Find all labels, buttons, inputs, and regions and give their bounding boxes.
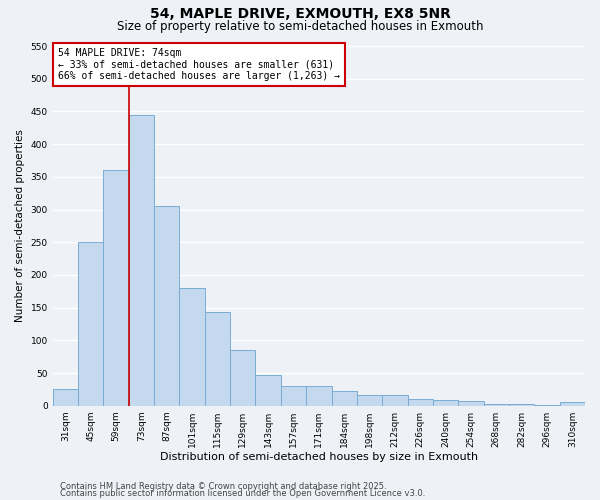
Text: Contains public sector information licensed under the Open Government Licence v3: Contains public sector information licen… — [60, 490, 425, 498]
Bar — [306, 386, 332, 406]
Bar — [332, 392, 357, 406]
Y-axis label: Number of semi-detached properties: Number of semi-detached properties — [15, 130, 25, 322]
Bar — [407, 399, 433, 406]
Bar — [154, 206, 179, 406]
X-axis label: Distribution of semi-detached houses by size in Exmouth: Distribution of semi-detached houses by … — [160, 452, 478, 462]
Bar — [281, 386, 306, 406]
Bar — [53, 390, 78, 406]
Bar — [433, 400, 458, 406]
Bar — [230, 350, 256, 406]
Bar — [256, 375, 281, 406]
Bar — [179, 288, 205, 406]
Bar — [205, 312, 230, 406]
Bar — [484, 404, 509, 406]
Bar — [535, 405, 560, 406]
Text: Size of property relative to semi-detached houses in Exmouth: Size of property relative to semi-detach… — [117, 20, 483, 33]
Bar — [560, 402, 585, 406]
Text: 54, MAPLE DRIVE, EXMOUTH, EX8 5NR: 54, MAPLE DRIVE, EXMOUTH, EX8 5NR — [149, 8, 451, 22]
Text: 54 MAPLE DRIVE: 74sqm
← 33% of semi-detached houses are smaller (631)
66% of sem: 54 MAPLE DRIVE: 74sqm ← 33% of semi-deta… — [58, 48, 340, 81]
Bar — [78, 242, 103, 406]
Bar — [103, 170, 129, 406]
Bar — [382, 394, 407, 406]
Bar — [357, 394, 382, 406]
Bar — [458, 401, 484, 406]
Text: Contains HM Land Registry data © Crown copyright and database right 2025.: Contains HM Land Registry data © Crown c… — [60, 482, 386, 491]
Bar — [129, 114, 154, 406]
Bar — [509, 404, 535, 406]
